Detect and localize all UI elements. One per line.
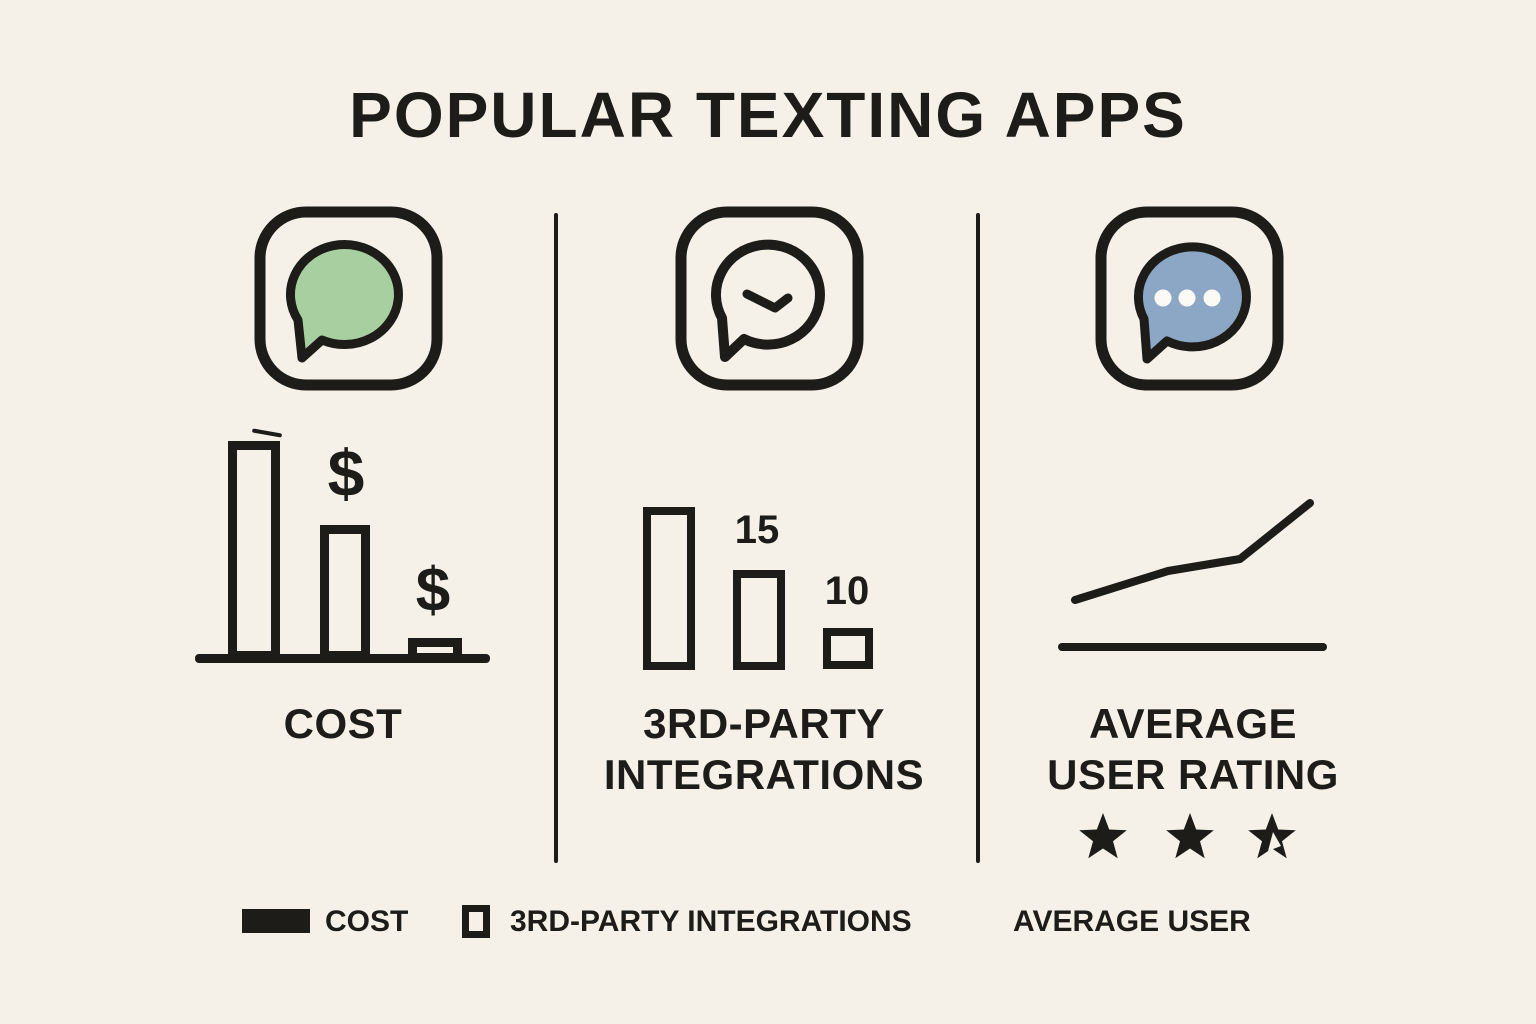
rating-section-label-line1: AVERAGE: [1088, 700, 1298, 747]
stray-mark: [251, 428, 283, 438]
rating-trend-line: [1071, 499, 1314, 604]
ellipsis-dot-icon: [1178, 289, 1196, 307]
app-icon-frame: [254, 206, 443, 391]
legend-marker-cost: [242, 909, 310, 933]
integrations-section-label-line1: 3RD-PARTY: [643, 700, 885, 747]
ellipsis-dot-icon: [1203, 289, 1221, 307]
cost-bar-1: [228, 441, 280, 660]
cost-dollar-2: $: [415, 556, 451, 625]
column-divider-1: [554, 213, 558, 863]
green-speech-bubble-icon: [285, 240, 403, 363]
legend-label-cost: COST: [325, 905, 409, 938]
column-divider-2: [976, 213, 980, 863]
integrations-bar-1: [643, 507, 695, 670]
check-mark-icon: [742, 289, 793, 313]
ellipsis-dot-icon: [1154, 289, 1172, 307]
cost-dollar-1: $: [327, 436, 365, 510]
integrations-bar-3: [823, 628, 873, 669]
star-icon: [1166, 813, 1214, 859]
integrations-section-label-line2: INTEGRATIONS: [603, 751, 925, 798]
integrations-bar-2: [733, 570, 785, 670]
app-icon-check-chat: [675, 206, 864, 391]
star-icon: [1248, 813, 1296, 859]
cost-axis-baseline: [195, 654, 490, 663]
integrations-value-10: 10: [824, 569, 870, 613]
app-icon-frame: [675, 206, 864, 391]
legend-label-average-user: AVERAGE USER: [1013, 905, 1251, 938]
page-title: POPULAR TEXTING APPS: [349, 79, 1187, 151]
legend-label-integrations: 3RD-PARTY INTEGRATIONS: [510, 905, 912, 938]
outlined-speech-bubble-icon: [710, 239, 825, 362]
app-icon-frame: [1095, 206, 1284, 391]
integrations-value-15: 15: [734, 508, 780, 552]
cost-section-label: COST: [283, 700, 403, 747]
rating-section-label-line2: USER RATING: [1047, 751, 1339, 798]
app-icon-green-chat: [254, 206, 443, 391]
cost-bar-2: [320, 525, 370, 660]
star-notch: [1268, 832, 1281, 851]
app-icon-blue-chat: [1095, 206, 1284, 391]
rating-stars: [1079, 813, 1296, 859]
legend-marker-integrations: [462, 905, 490, 938]
rating-line-chart: [1058, 499, 1327, 651]
star-icon: [1079, 813, 1127, 859]
